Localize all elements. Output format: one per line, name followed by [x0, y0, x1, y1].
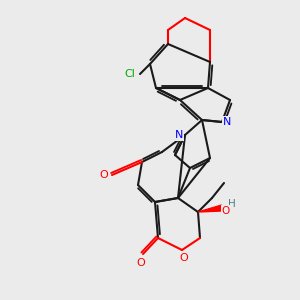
Text: N: N [223, 117, 231, 127]
Text: O: O [180, 253, 188, 263]
Text: H: H [228, 199, 236, 209]
Text: N: N [175, 130, 183, 140]
Text: O: O [136, 258, 146, 268]
Text: O: O [100, 170, 108, 180]
Polygon shape [198, 205, 223, 212]
Text: Cl: Cl [124, 69, 135, 79]
Text: O: O [222, 206, 230, 216]
